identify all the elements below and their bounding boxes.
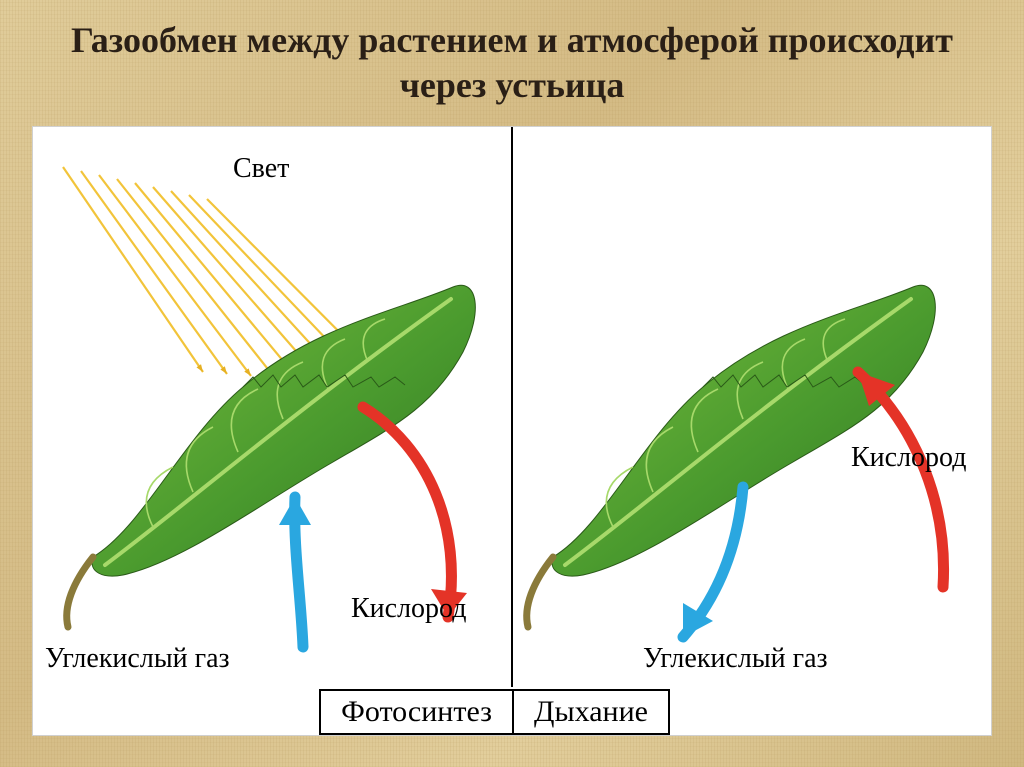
light-label: Свет: [233, 153, 289, 185]
o2-label-right: Кислород: [851, 442, 967, 474]
photosynthesis-panel: Свет Углекислый газ Кислород Фотосинтез: [33, 127, 513, 735]
page-title: Газообмен между растением и атмосферой п…: [30, 18, 994, 108]
co2-label-left: Углекислый газ: [45, 643, 230, 675]
diagram-panel: Свет Углекислый газ Кислород Фотосинтез: [32, 126, 992, 736]
co2-label-right: Углекислый газ: [643, 643, 828, 675]
o2-label-left: Кислород: [351, 593, 467, 625]
respiration-svg: [513, 127, 993, 687]
respiration-panel: Кислород Углекислый газ Дыхание: [513, 127, 993, 735]
co2-arrow-left: [279, 497, 311, 647]
o2-arrow-left: [363, 407, 467, 617]
respiration-box: Дыхание: [513, 689, 670, 735]
photosynthesis-box: Фотосинтез: [319, 689, 513, 735]
o2-arrow-right: [858, 372, 944, 587]
